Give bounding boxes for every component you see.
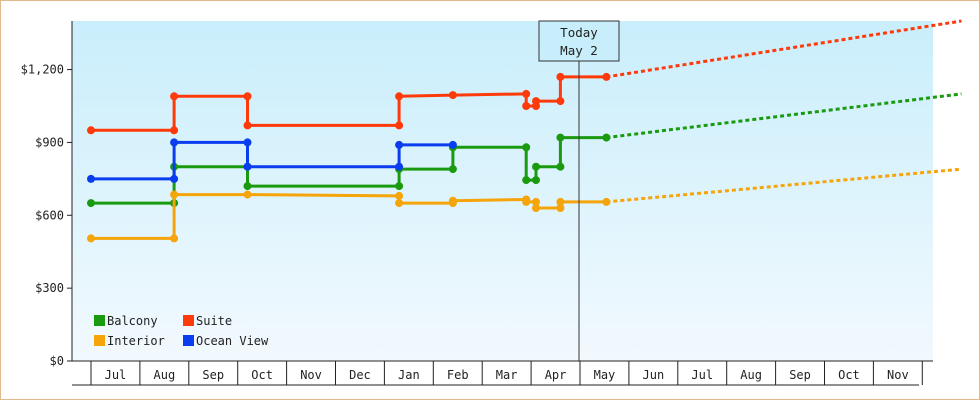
x-tick-label: Jul bbox=[691, 368, 713, 382]
series-forecast-interior bbox=[606, 167, 962, 204]
data-point bbox=[522, 197, 531, 206]
data-point bbox=[395, 121, 404, 130]
data-point bbox=[556, 97, 565, 106]
legend-swatch bbox=[94, 315, 105, 326]
y-tick-label: $600 bbox=[35, 208, 64, 222]
data-point bbox=[532, 176, 540, 185]
data-point bbox=[170, 234, 179, 243]
x-tick-label: Jan bbox=[398, 368, 420, 382]
data-point bbox=[170, 126, 179, 135]
data-point bbox=[556, 197, 565, 206]
data-point bbox=[243, 162, 252, 171]
x-tick-label: Sep bbox=[202, 368, 224, 382]
data-point bbox=[243, 182, 252, 191]
x-tick-label: Feb bbox=[447, 368, 469, 382]
x-tick-label: Nov bbox=[300, 368, 322, 382]
data-point bbox=[170, 138, 179, 147]
x-tick-label: Nov bbox=[887, 368, 909, 382]
legend-item-ocean-view: Ocean View bbox=[183, 334, 269, 348]
today-box bbox=[538, 20, 620, 62]
legend-swatch bbox=[183, 315, 194, 326]
x-tick-label: Mar bbox=[496, 368, 518, 382]
data-point bbox=[87, 174, 95, 183]
x-tick-label: Jul bbox=[105, 368, 127, 382]
series-suite bbox=[87, 19, 962, 135]
data-point bbox=[395, 92, 404, 101]
x-tick-label: Oct bbox=[251, 368, 273, 382]
legend-label: Ocean View bbox=[196, 334, 269, 348]
data-point bbox=[395, 199, 404, 208]
today-label: Today bbox=[560, 25, 598, 40]
data-point bbox=[532, 162, 540, 171]
data-point bbox=[532, 204, 540, 212]
legend-label: Balcony bbox=[107, 314, 158, 328]
data-point bbox=[556, 133, 565, 142]
data-point bbox=[448, 91, 457, 100]
legend: Balcony Suite Interior Ocean View bbox=[94, 314, 269, 348]
legend-swatch bbox=[183, 335, 194, 346]
data-point bbox=[448, 165, 457, 174]
series-ocean-view bbox=[87, 138, 457, 183]
data-point bbox=[87, 199, 95, 208]
x-tick-label: Aug bbox=[154, 368, 176, 382]
data-point bbox=[602, 72, 611, 81]
x-tick-label: Sep bbox=[789, 368, 811, 382]
legend-swatch bbox=[94, 335, 105, 346]
y-axis: $0 $300 $600 $900 $1,200 bbox=[21, 21, 73, 368]
data-point bbox=[522, 176, 531, 185]
legend-label: Interior bbox=[107, 334, 165, 348]
data-point bbox=[522, 89, 531, 98]
data-point bbox=[243, 92, 252, 101]
data-point bbox=[556, 204, 565, 212]
data-point bbox=[170, 174, 179, 183]
data-point bbox=[170, 92, 179, 101]
y-tick-label: $0 bbox=[50, 354, 64, 368]
data-point bbox=[448, 140, 457, 149]
plot-area bbox=[72, 21, 933, 361]
data-point bbox=[395, 162, 404, 171]
legend-label: Suite bbox=[196, 314, 232, 328]
x-tick-label: Dec bbox=[349, 368, 371, 382]
today-date: May 2 bbox=[560, 43, 598, 58]
data-point bbox=[522, 102, 531, 110]
series-forecast-balcony bbox=[606, 92, 962, 140]
data-point bbox=[522, 143, 531, 152]
data-point bbox=[243, 138, 252, 147]
data-point bbox=[243, 190, 252, 199]
data-point bbox=[556, 162, 565, 171]
data-point bbox=[556, 72, 565, 81]
series-layer bbox=[87, 19, 962, 243]
data-point bbox=[395, 140, 404, 149]
data-point bbox=[243, 121, 252, 130]
data-point bbox=[170, 190, 179, 199]
x-axis: Jul Aug Sep Oct Nov Dec Jan Feb Mar Apr May Jun Jul A… bbox=[72, 360, 933, 386]
series-interior bbox=[87, 167, 962, 243]
series-line-balcony bbox=[91, 136, 607, 205]
legend-item-balcony: Balcony bbox=[94, 314, 158, 328]
x-tick-label: Jun bbox=[643, 368, 665, 382]
y-tick-label: $300 bbox=[35, 281, 64, 295]
data-point bbox=[395, 182, 404, 191]
data-point bbox=[87, 126, 95, 135]
x-tick-label: Oct bbox=[838, 368, 860, 382]
data-point bbox=[532, 197, 540, 206]
data-point bbox=[602, 197, 611, 206]
today-marker: Today May 2 bbox=[538, 20, 620, 361]
x-tick-label: Aug bbox=[740, 368, 762, 382]
series-forecast-suite bbox=[606, 19, 962, 79]
y-tick-label: $900 bbox=[35, 135, 64, 149]
data-point bbox=[395, 191, 404, 200]
legend-item-interior: Interior bbox=[94, 334, 165, 348]
legend-item-suite: Suite bbox=[183, 314, 232, 328]
data-point bbox=[448, 196, 457, 205]
data-point bbox=[87, 234, 95, 243]
x-tick-label: May bbox=[594, 368, 616, 382]
x-tick-label: Apr bbox=[545, 368, 567, 382]
data-point bbox=[602, 133, 611, 142]
y-tick-label: $1,200 bbox=[21, 63, 64, 77]
data-point bbox=[532, 97, 540, 106]
